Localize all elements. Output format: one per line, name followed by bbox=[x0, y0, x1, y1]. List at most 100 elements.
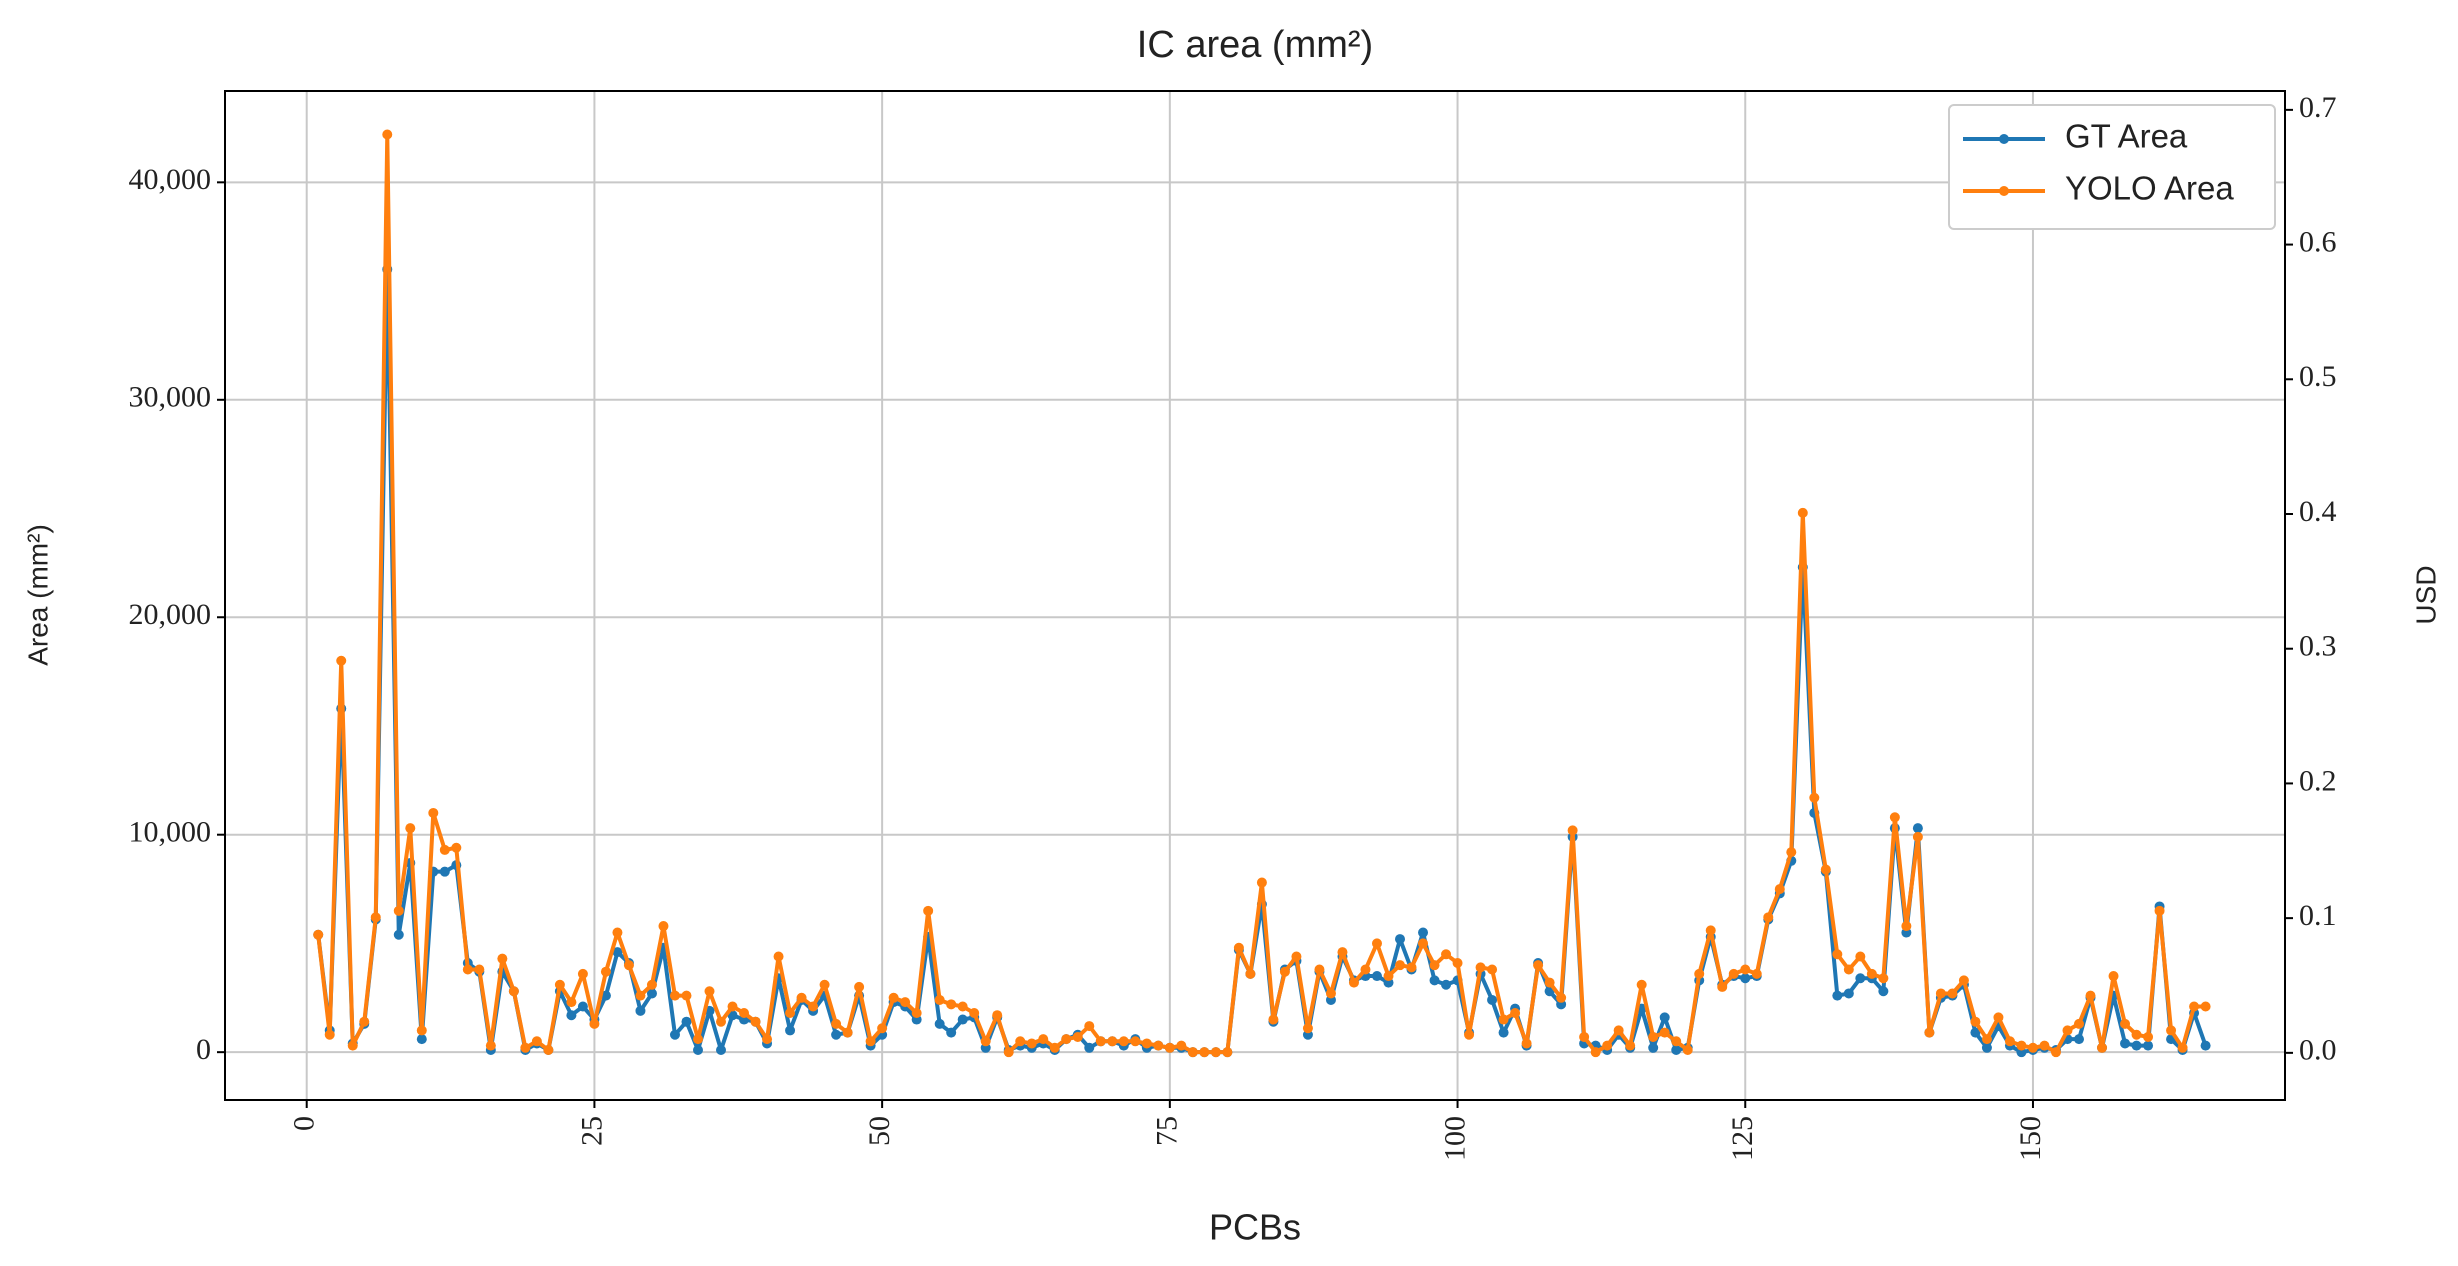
data-point bbox=[1832, 990, 1843, 1001]
data-point bbox=[934, 994, 945, 1005]
data-point bbox=[1786, 847, 1797, 858]
data-point bbox=[1395, 960, 1406, 971]
data-point bbox=[1233, 942, 1244, 953]
chart-title: IC area (mm²) bbox=[1137, 24, 1373, 66]
data-point bbox=[1659, 1012, 1670, 1023]
data-point bbox=[957, 1014, 968, 1025]
y-tick-label: 10,000 bbox=[129, 816, 212, 849]
data-point bbox=[554, 979, 565, 990]
data-point bbox=[1774, 884, 1785, 895]
data-point bbox=[531, 1036, 542, 1047]
y-axis-label: Area (mm²) bbox=[22, 524, 53, 666]
x-tick-label: 125 bbox=[1726, 1116, 1759, 1161]
data-point bbox=[842, 1027, 853, 1038]
data-point bbox=[1003, 1047, 1014, 1058]
data-point bbox=[1360, 964, 1371, 975]
data-point bbox=[2189, 1001, 2200, 1012]
data-point bbox=[2074, 1034, 2084, 1045]
legend-marker bbox=[1999, 134, 2009, 144]
data-point bbox=[336, 655, 347, 666]
data-point bbox=[635, 1005, 646, 1016]
y2-tick-label: 0.4 bbox=[2299, 495, 2337, 528]
data-point bbox=[1556, 992, 1567, 1003]
data-point bbox=[808, 1001, 819, 1012]
data-point bbox=[1441, 949, 1452, 960]
data-point bbox=[1406, 962, 1417, 973]
data-point bbox=[1510, 1008, 1521, 1019]
data-point bbox=[957, 1001, 968, 1012]
data-point bbox=[911, 1008, 922, 1019]
data-point bbox=[2154, 905, 2165, 916]
data-point bbox=[865, 1036, 876, 1047]
data-point bbox=[635, 990, 646, 1001]
y-tick-label: 40,000 bbox=[129, 163, 212, 196]
y2-tick-label: 0.0 bbox=[2299, 1034, 2337, 1067]
x-tick-label: 100 bbox=[1438, 1116, 1471, 1161]
data-point bbox=[877, 1023, 888, 1034]
data-point bbox=[1901, 921, 1912, 932]
x-tick-label: 50 bbox=[863, 1116, 896, 1146]
data-point bbox=[1107, 1036, 1118, 1047]
data-point bbox=[1371, 938, 1382, 949]
data-point bbox=[1728, 968, 1739, 979]
y2-axis-label: USD bbox=[2410, 565, 2441, 624]
data-point bbox=[1095, 1036, 1106, 1047]
legend-marker bbox=[1999, 186, 2009, 196]
data-point bbox=[1371, 971, 1382, 982]
data-point bbox=[1521, 1038, 1532, 1049]
data-point bbox=[1256, 877, 1267, 888]
data-point bbox=[485, 1040, 496, 1051]
data-point bbox=[1199, 1047, 1210, 1058]
data-point bbox=[1302, 1023, 1313, 1034]
data-point bbox=[1475, 962, 1486, 973]
x-axis-label: PCBs bbox=[1209, 1207, 1301, 1248]
legend-box bbox=[1948, 104, 2276, 230]
data-point bbox=[2108, 971, 2119, 982]
data-point bbox=[451, 842, 462, 853]
data-point bbox=[439, 866, 450, 877]
data-point bbox=[923, 905, 934, 916]
data-point bbox=[900, 997, 911, 1008]
data-point bbox=[1855, 951, 1866, 962]
data-point bbox=[2143, 1031, 2154, 1042]
data-point bbox=[831, 1029, 842, 1040]
data-point bbox=[692, 1044, 703, 1055]
data-point bbox=[796, 992, 807, 1003]
data-point bbox=[1210, 1047, 1221, 1058]
data-point bbox=[393, 929, 404, 940]
data-point bbox=[692, 1034, 703, 1045]
data-point bbox=[2039, 1040, 2050, 1051]
data-point bbox=[1038, 1034, 1049, 1045]
data-point bbox=[831, 1018, 842, 1029]
data-point bbox=[785, 1025, 796, 1036]
data-point bbox=[946, 1027, 957, 1038]
data-point bbox=[1464, 1029, 1475, 1040]
data-point bbox=[577, 1001, 588, 1012]
data-point bbox=[704, 986, 715, 997]
data-point bbox=[992, 1010, 1003, 1021]
data-point bbox=[1222, 1047, 1233, 1058]
data-point bbox=[1130, 1036, 1141, 1047]
x-tick-label: 150 bbox=[2014, 1116, 2047, 1161]
data-point bbox=[1187, 1047, 1198, 1058]
data-point bbox=[1958, 975, 1969, 986]
data-point bbox=[1429, 975, 1440, 986]
data-point bbox=[1337, 947, 1348, 958]
data-point bbox=[1325, 988, 1336, 999]
data-point bbox=[474, 964, 485, 975]
data-point bbox=[1866, 968, 1877, 979]
data-point bbox=[589, 1018, 600, 1029]
data-point bbox=[1498, 1027, 1509, 1038]
data-point bbox=[1717, 981, 1728, 992]
data-point bbox=[854, 981, 865, 992]
data-point bbox=[1084, 1021, 1095, 1032]
data-point bbox=[1648, 1042, 1659, 1053]
data-point bbox=[543, 1044, 554, 1055]
data-point bbox=[2200, 1040, 2211, 1051]
data-point bbox=[1671, 1036, 1682, 1047]
data-point bbox=[416, 1034, 427, 1045]
data-point bbox=[1832, 949, 1843, 960]
data-point bbox=[1533, 960, 1544, 971]
data-point bbox=[313, 929, 324, 940]
